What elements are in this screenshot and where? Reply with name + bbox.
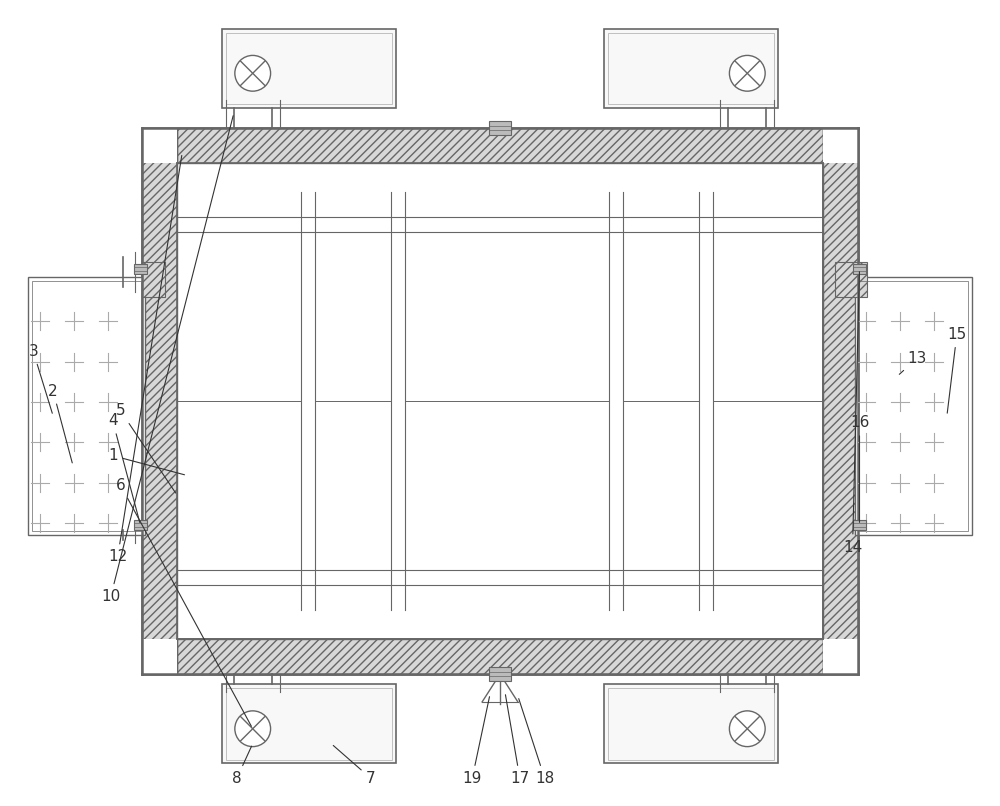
Circle shape xyxy=(235,56,271,91)
Text: 8: 8 xyxy=(232,746,252,786)
Bar xyxy=(489,667,511,681)
Bar xyxy=(489,121,511,135)
Bar xyxy=(226,688,392,759)
Text: 14: 14 xyxy=(843,272,862,555)
Bar xyxy=(823,639,858,674)
Text: 7: 7 xyxy=(333,746,376,786)
Bar xyxy=(28,277,145,535)
Text: 18: 18 xyxy=(519,699,554,786)
Text: 6: 6 xyxy=(116,478,251,726)
Text: 5: 5 xyxy=(116,404,176,493)
Circle shape xyxy=(729,711,765,746)
Text: 17: 17 xyxy=(505,695,529,786)
Bar xyxy=(177,128,823,163)
Bar xyxy=(823,128,858,163)
Text: 13: 13 xyxy=(899,351,927,374)
Text: 3: 3 xyxy=(28,344,52,413)
Bar xyxy=(853,264,866,274)
Bar xyxy=(222,28,396,108)
Text: 2: 2 xyxy=(48,384,72,463)
Bar xyxy=(142,262,165,297)
Bar xyxy=(608,688,774,759)
Bar xyxy=(604,684,778,763)
Text: 10: 10 xyxy=(101,116,233,604)
Bar xyxy=(142,128,177,163)
Text: 19: 19 xyxy=(463,696,489,786)
Bar xyxy=(226,32,392,104)
Bar xyxy=(855,277,972,535)
Circle shape xyxy=(729,56,765,91)
Bar xyxy=(142,639,177,674)
Text: 15: 15 xyxy=(947,327,966,413)
Bar xyxy=(608,32,774,104)
Bar xyxy=(604,28,778,108)
Bar xyxy=(32,280,141,531)
Bar xyxy=(823,128,858,674)
Text: 16: 16 xyxy=(850,415,869,522)
Bar xyxy=(853,520,866,530)
Bar xyxy=(859,280,968,531)
Text: 4: 4 xyxy=(108,413,140,522)
Bar xyxy=(222,684,396,763)
Text: 1: 1 xyxy=(108,448,184,475)
Text: 12: 12 xyxy=(108,156,182,564)
Circle shape xyxy=(235,711,271,746)
Bar xyxy=(835,262,867,297)
Bar xyxy=(142,128,177,674)
Bar xyxy=(134,264,147,274)
Bar xyxy=(177,639,823,674)
Bar xyxy=(134,520,147,530)
